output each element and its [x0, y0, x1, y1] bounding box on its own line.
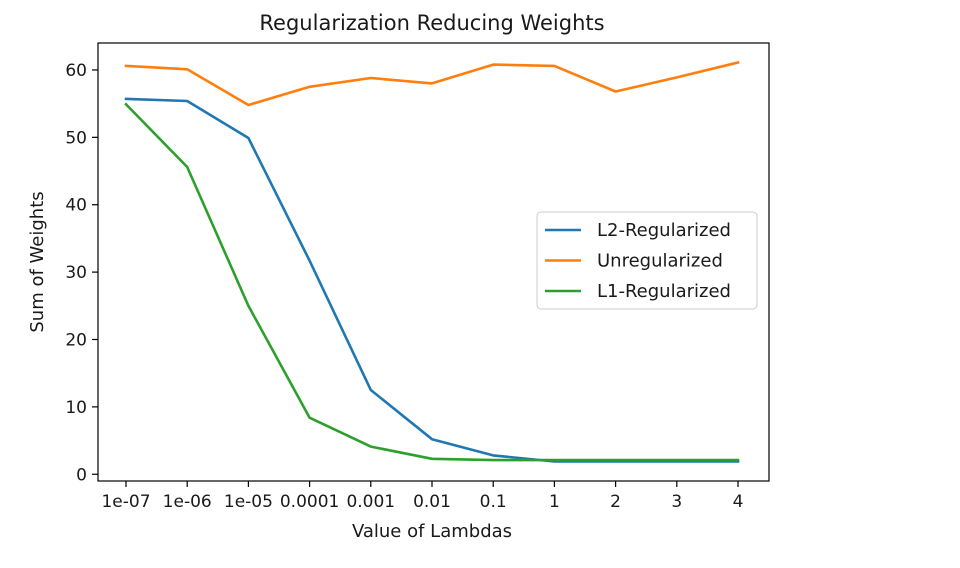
- legend: L2-Regularized Unregularized L1-Regularize…: [536, 211, 758, 310]
- plot-lines: [124, 60, 740, 463]
- y-tick-label: 40: [65, 196, 87, 216]
- x-tick-label: 4: [733, 492, 744, 512]
- x-tick-label: 0.001: [346, 492, 395, 512]
- legend-label: L1-Regularized: [597, 281, 731, 302]
- legend-box: [536, 211, 758, 310]
- x-tick-label: 3: [671, 492, 682, 512]
- x-tick-label: 1e-05: [224, 492, 273, 512]
- legend-label: L2-Regularized: [597, 220, 731, 241]
- y-tick-label: 50: [65, 128, 87, 148]
- y-tick-label: 10: [65, 398, 87, 418]
- y-tick-label: 0: [76, 465, 87, 485]
- x-tick-label: 1: [549, 492, 560, 512]
- x-tick-label: 1e-06: [163, 492, 212, 512]
- chart-title: Regularization Reducing Weights: [259, 11, 604, 35]
- legend-label: Unregularized: [597, 251, 723, 272]
- y-axis: 0 10 20 30 40 50 60: [65, 61, 98, 485]
- x-axis: 1e-07 1e-06 1e-05 0.0001 0.001 0.01 0.1 1 2 3 4: [101, 481, 743, 512]
- series-line-l2-regularized: [124, 97, 740, 463]
- x-tick-label: 0.01: [413, 492, 451, 512]
- y-tick-label: 30: [65, 263, 87, 283]
- series-line-l1-regularized: [124, 102, 740, 462]
- x-tick-label: 1e-07: [101, 492, 150, 512]
- x-tick-label: 0.1: [480, 492, 507, 512]
- y-axis-label: Sum of Weights: [27, 191, 48, 332]
- y-tick-label: 60: [65, 61, 87, 81]
- y-tick-label: 20: [65, 330, 87, 350]
- x-tick-label: 2: [610, 492, 621, 512]
- x-tick-label: 0.0001: [280, 492, 339, 512]
- series-line-unregularized: [124, 60, 740, 107]
- x-axis-label: Value of Lambdas: [352, 521, 512, 542]
- plot-frame: [97, 42, 770, 482]
